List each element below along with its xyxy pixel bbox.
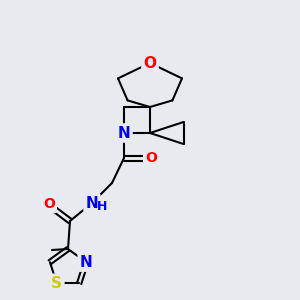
Text: O: O xyxy=(43,197,55,211)
Text: O: O xyxy=(145,151,157,165)
Text: N: N xyxy=(85,196,98,211)
Text: S: S xyxy=(51,276,62,291)
Text: N: N xyxy=(80,255,92,270)
Text: O: O xyxy=(143,56,157,70)
Text: H: H xyxy=(97,200,107,214)
Text: N: N xyxy=(118,125,130,140)
